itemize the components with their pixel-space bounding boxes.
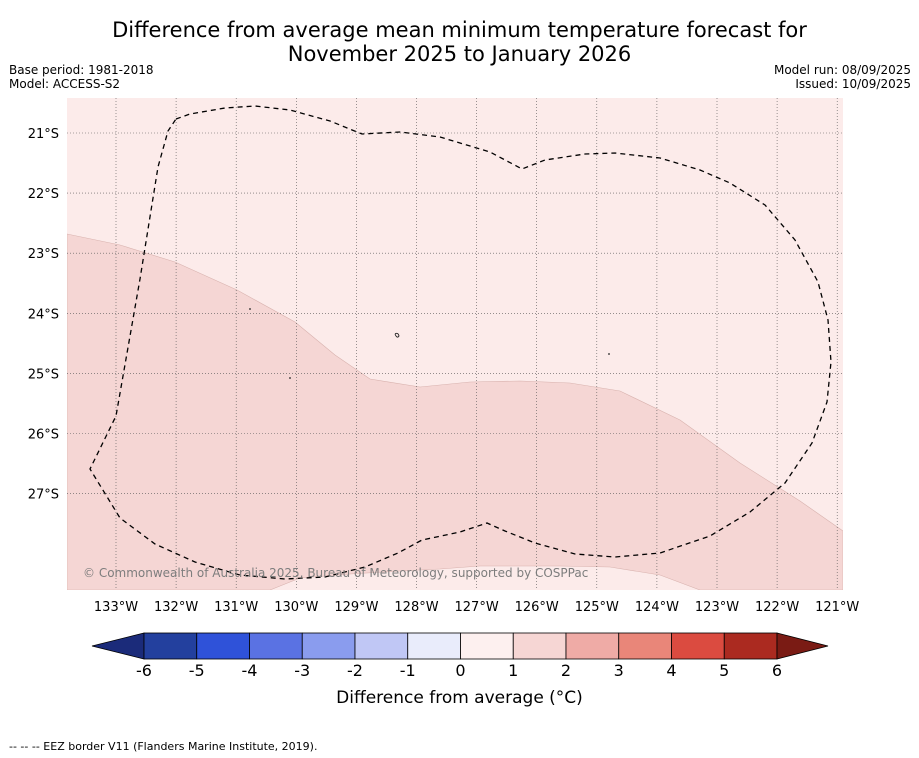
longitude-label: 128°W [394, 600, 438, 615]
colorbar: -6 -5 -4 -3 -2 -1 0 1 2 3 4 5 6 [91, 632, 829, 680]
colorbar-tick-label: -5 [189, 661, 205, 680]
map-panel: © Commonwealth of Australia 2025, Bureau… [67, 98, 843, 590]
anomaly-region-1-2 [67, 233, 843, 590]
latitude-label: 22°S [28, 187, 59, 202]
colorbar-swatch [565, 632, 620, 660]
colorbar-label: Difference from average (°C) [336, 688, 583, 708]
colorbar-swatch [196, 632, 250, 660]
colorbar-tick-label: 3 [614, 661, 624, 680]
colorbar-over-arrow [776, 632, 829, 660]
model-run: Model run: 08/09/2025 [773, 63, 911, 77]
colorbar-tick-label: 0 [455, 661, 465, 680]
latitude-label: 26°S [28, 428, 59, 443]
eez-footnote: -- -- -- EEZ border V11 (Flanders Marine… [9, 740, 318, 753]
colorbar-tick-label: -2 [347, 661, 363, 680]
colorbar-tick-label: -3 [294, 661, 310, 680]
island-marker [394, 332, 400, 338]
longitude-label: 122°W [755, 600, 799, 615]
latitude-label: 25°S [28, 367, 59, 382]
colorbar-tick-label: -6 [136, 661, 152, 680]
colorbar-tick-label: 6 [772, 661, 782, 680]
colorbar-tick-label: 1 [508, 661, 518, 680]
latitude-label: 21°S [28, 127, 59, 142]
colorbar-tick-label: 2 [561, 661, 571, 680]
latitude-label: 24°S [28, 307, 59, 322]
title-line-1: Difference from average mean minimum tem… [112, 18, 807, 42]
longitude-labels: 133°W 132°W 131°W 130°W 129°W 128°W 127°W 126°W… [94, 600, 860, 615]
colorbar-swatch [143, 632, 198, 660]
longitude-label: 123°W [695, 600, 739, 615]
longitude-label: 121°W [815, 600, 859, 615]
colorbar-tick-label: -1 [400, 661, 416, 680]
colorbar-swatch [301, 632, 356, 660]
colorbar-swatch [354, 632, 409, 660]
longitude-label: 124°W [635, 600, 679, 615]
model-name: Model: ACCESS-S2 [9, 77, 121, 91]
map-title: Difference from average mean minimum tem… [0, 18, 919, 66]
colorbar-swatch [723, 632, 778, 660]
meta-left: Base period: 1981-2018 Model: ACCESS-S2 [9, 63, 154, 91]
colorbar-tick-label: 4 [666, 661, 676, 680]
colorbar-swatch [618, 632, 672, 660]
colorbar-under-arrow [91, 632, 145, 660]
title-line-2: November 2025 to January 2026 [287, 42, 632, 66]
latitude-label: 23°S [28, 247, 59, 262]
colorbar-swatch [249, 632, 303, 660]
island-marker [249, 308, 251, 310]
longitude-label: 132°W [154, 600, 198, 615]
island-marker [289, 377, 291, 379]
longitude-label: 127°W [455, 600, 499, 615]
copyright-notice: © Commonwealth of Australia 2025, Bureau… [83, 566, 588, 580]
longitude-label: 130°W [274, 600, 318, 615]
island-marker [608, 353, 610, 355]
issued-date: Issued: 10/09/2025 [795, 77, 911, 91]
longitude-label: 126°W [515, 600, 559, 615]
colorbar-tick-label: -4 [242, 661, 258, 680]
latitude-label: 27°S [28, 488, 59, 503]
latitude-labels: 21°S 22°S 23°S 24°S 25°S 26°S 27°S [28, 127, 59, 503]
longitude-label: 129°W [334, 600, 378, 615]
longitude-label: 131°W [214, 600, 258, 615]
colorbar-tick-label: 5 [719, 661, 729, 680]
longitude-label: 133°W [94, 600, 138, 615]
meta-right: Model run: 08/09/2025 Issued: 10/09/2025 [774, 63, 911, 91]
colorbar-swatch [460, 632, 514, 660]
longitude-label: 125°W [575, 600, 619, 615]
colorbar-swatch [671, 632, 725, 660]
map-gridlines [67, 98, 843, 590]
colorbar-swatch [512, 632, 567, 660]
eez-border [89, 105, 832, 580]
colorbar-swatch [407, 632, 461, 660]
base-period: Base period: 1981-2018 [9, 63, 154, 77]
